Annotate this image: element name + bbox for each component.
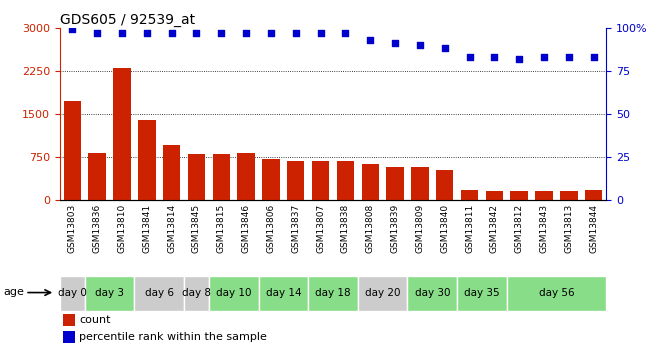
Point <box>440 46 450 51</box>
Text: GSM13846: GSM13846 <box>242 204 250 253</box>
Point <box>216 30 226 36</box>
Text: day 0: day 0 <box>58 288 87 298</box>
Text: GSM13840: GSM13840 <box>440 204 449 253</box>
Bar <box>184 276 209 310</box>
Bar <box>163 146 180 200</box>
Point <box>141 30 152 36</box>
Point <box>315 30 326 36</box>
Point <box>191 30 202 36</box>
Bar <box>262 159 280 200</box>
Text: GSM13845: GSM13845 <box>192 204 201 253</box>
Bar <box>535 191 553 200</box>
Point <box>117 30 127 36</box>
Bar <box>287 161 304 200</box>
Bar <box>63 314 75 326</box>
Text: GSM13815: GSM13815 <box>217 204 226 253</box>
Point <box>166 30 177 36</box>
Point <box>588 54 599 60</box>
Point <box>266 30 276 36</box>
Bar <box>64 101 81 200</box>
Text: GSM13807: GSM13807 <box>316 204 325 253</box>
Text: GSM13808: GSM13808 <box>366 204 375 253</box>
Bar <box>60 276 85 310</box>
Bar <box>486 191 503 200</box>
Point <box>340 30 351 36</box>
Text: day 6: day 6 <box>145 288 174 298</box>
Text: GSM13839: GSM13839 <box>390 204 400 253</box>
Bar <box>209 276 258 310</box>
Text: GSM13842: GSM13842 <box>490 204 499 253</box>
Text: day 10: day 10 <box>216 288 252 298</box>
Bar <box>337 161 354 200</box>
Text: GSM13836: GSM13836 <box>93 204 102 253</box>
Point <box>464 54 475 60</box>
Text: day 35: day 35 <box>464 288 500 298</box>
Point <box>92 30 103 36</box>
Text: day 30: day 30 <box>414 288 450 298</box>
Text: GSM13812: GSM13812 <box>515 204 523 253</box>
Text: day 14: day 14 <box>266 288 301 298</box>
Text: GSM13811: GSM13811 <box>465 204 474 253</box>
Point <box>489 54 500 60</box>
Text: day 18: day 18 <box>315 288 351 298</box>
Bar <box>411 167 429 200</box>
Bar <box>212 154 230 200</box>
Text: age: age <box>3 287 24 296</box>
Text: GSM13837: GSM13837 <box>291 204 300 253</box>
Point <box>563 54 574 60</box>
Bar <box>308 276 358 310</box>
Text: day 20: day 20 <box>365 288 400 298</box>
Bar <box>585 190 602 200</box>
Bar <box>258 276 308 310</box>
Text: GSM13810: GSM13810 <box>117 204 127 253</box>
Point <box>390 40 400 46</box>
Text: count: count <box>79 315 111 325</box>
Text: GSM13838: GSM13838 <box>341 204 350 253</box>
Text: day 8: day 8 <box>182 288 211 298</box>
Text: GDS605 / 92539_at: GDS605 / 92539_at <box>60 12 195 27</box>
Point <box>365 37 376 42</box>
Bar <box>358 276 408 310</box>
Text: percentile rank within the sample: percentile rank within the sample <box>79 333 267 342</box>
Bar <box>436 170 454 200</box>
Bar <box>507 276 606 310</box>
Bar <box>89 153 106 200</box>
Bar <box>511 191 528 200</box>
Point <box>290 30 301 36</box>
Text: GSM13806: GSM13806 <box>266 204 276 253</box>
Bar <box>457 276 507 310</box>
Bar <box>362 165 379 200</box>
Text: day 56: day 56 <box>539 288 574 298</box>
Bar <box>63 331 75 343</box>
Bar <box>408 276 457 310</box>
Bar <box>386 167 404 200</box>
Text: GSM13813: GSM13813 <box>564 204 573 253</box>
Text: day 3: day 3 <box>95 288 124 298</box>
Text: GSM13809: GSM13809 <box>416 204 424 253</box>
Bar <box>188 154 205 200</box>
Bar <box>135 276 184 310</box>
Text: GSM13844: GSM13844 <box>589 204 598 253</box>
Bar <box>113 68 131 200</box>
Point <box>67 27 78 32</box>
Point <box>539 54 549 60</box>
Bar <box>138 120 156 200</box>
Bar <box>461 190 478 200</box>
Text: GSM13803: GSM13803 <box>68 204 77 253</box>
Text: GSM13841: GSM13841 <box>143 204 151 253</box>
Text: GSM13843: GSM13843 <box>539 204 549 253</box>
Bar <box>312 161 329 200</box>
Bar <box>560 191 577 200</box>
Point <box>241 30 252 36</box>
Point <box>414 42 425 48</box>
Bar <box>85 276 135 310</box>
Text: GSM13814: GSM13814 <box>167 204 176 253</box>
Point <box>514 56 525 61</box>
Bar <box>238 153 255 200</box>
